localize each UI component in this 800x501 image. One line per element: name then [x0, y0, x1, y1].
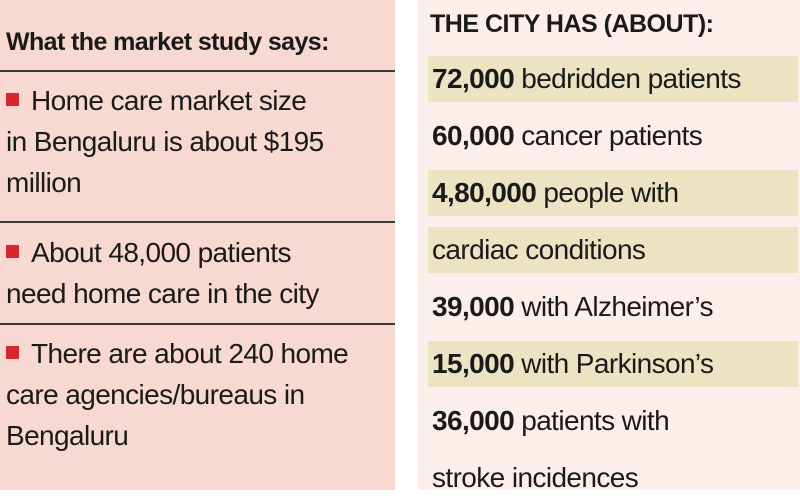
- stat-line: 60,000 cancer patients: [428, 113, 798, 159]
- bullet: [6, 93, 19, 106]
- item-line: in Bengaluru is about $195: [6, 121, 391, 162]
- stat-line: 36,000 patients with: [428, 398, 798, 444]
- stat-text: cancer patients: [521, 120, 703, 151]
- item-text: There are about 240 home: [31, 338, 349, 369]
- bullet: [6, 346, 19, 359]
- stat-line: 72,000 bedridden patients: [428, 56, 798, 102]
- item-text: Bengaluru: [6, 420, 129, 451]
- market-study-panel: What the market study says: Home care ma…: [0, 0, 395, 490]
- item-text: million: [6, 167, 82, 198]
- item-line: Bengaluru: [6, 415, 391, 456]
- item-text: need home care in the city: [6, 278, 319, 309]
- stat-text: with Alzheimer’s: [521, 291, 713, 322]
- item-line: Home care market size: [6, 80, 391, 121]
- item-text: in Bengaluru is about $195: [6, 126, 324, 157]
- item-line: About 48,000 patients: [6, 232, 391, 273]
- separator: [0, 221, 395, 223]
- stat-line: 4,80,000 people with: [428, 170, 798, 216]
- panel-title: What the market study says:: [6, 28, 329, 56]
- separator: [0, 70, 395, 72]
- item-text: care agencies/bureaus in: [6, 379, 305, 410]
- item-line: million: [6, 162, 391, 203]
- stat-number: 72,000: [432, 63, 515, 94]
- stat-number: 60,000: [432, 120, 515, 151]
- stat-text: people with: [543, 177, 679, 208]
- stat-text: patients with: [521, 405, 670, 436]
- stat-line: cardiac conditions: [428, 227, 798, 273]
- stat-number: 36,000: [432, 405, 515, 436]
- stat-line: stroke incidences: [428, 455, 798, 501]
- study-item: About 48,000 patients need home care in t…: [6, 232, 391, 314]
- study-item: Home care market size in Bengaluru is abo…: [6, 80, 391, 203]
- stat-number: 39,000: [432, 291, 515, 322]
- stat-text: cardiac conditions: [432, 234, 646, 265]
- item-text: About 48,000 patients: [31, 237, 291, 268]
- item-text: Home care market size: [31, 85, 307, 116]
- stat-text: with Parkinson’s: [521, 348, 714, 379]
- stat-line: 39,000 with Alzheimer’s: [428, 284, 798, 330]
- stat-number: 15,000: [432, 348, 515, 379]
- item-line: need home care in the city: [6, 273, 391, 314]
- item-line: There are about 240 home: [6, 333, 391, 374]
- study-item: There are about 240 home care agencies/bu…: [6, 333, 391, 456]
- stat-text: stroke incidences: [432, 462, 639, 493]
- stat-text: bedridden patients: [521, 63, 741, 94]
- city-stats-panel: THE CITY HAS (ABOUT): 72,000 bedridden p…: [418, 0, 800, 493]
- stat-line: 15,000 with Parkinson’s: [428, 341, 798, 387]
- item-line: care agencies/bureaus in: [6, 374, 391, 415]
- stat-number: 4,80,000: [432, 177, 537, 208]
- separator: [0, 323, 395, 325]
- bullet: [6, 245, 19, 258]
- panel-title: THE CITY HAS (ABOUT):: [430, 10, 714, 38]
